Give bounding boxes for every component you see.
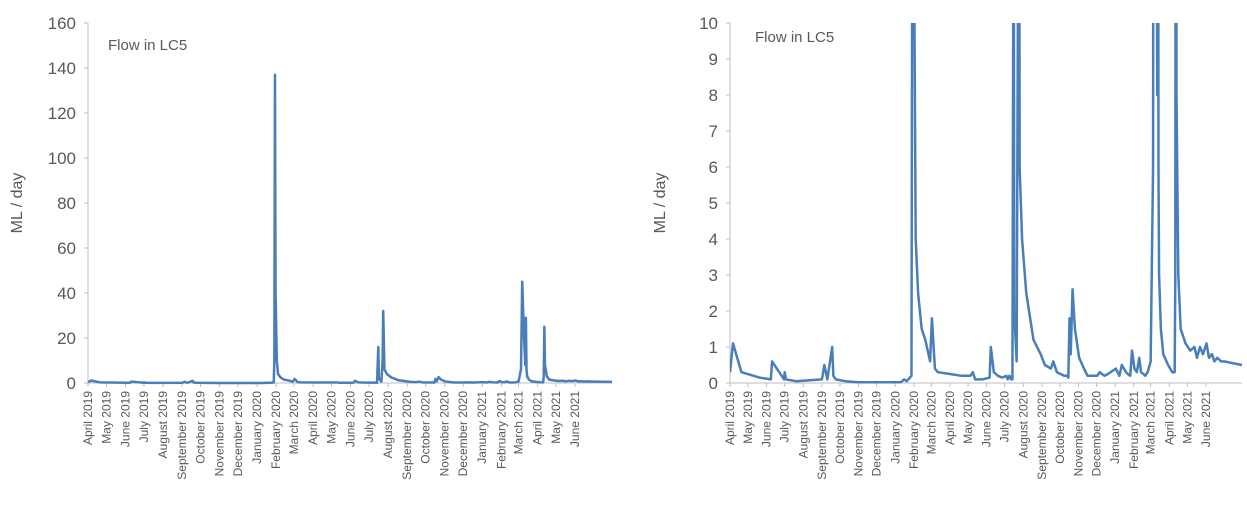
y-tick-label: 6 xyxy=(709,158,718,177)
x-tick-label: January 2020 xyxy=(250,391,264,464)
y-tick-label: 60 xyxy=(57,239,76,258)
x-tick-label: April 2020 xyxy=(943,391,957,445)
x-tick-label: October 2020 xyxy=(1053,391,1067,464)
y-tick-label: 2 xyxy=(709,302,718,321)
x-tick-label: March 2020 xyxy=(287,391,301,455)
y-tick-label: 0 xyxy=(67,374,76,393)
flow-chart-full-scale: 0 20 40 60 80 100 120 140 160 April 2019 May 2019… xyxy=(9,14,613,480)
x-tick-label: March 2021 xyxy=(512,391,526,455)
x-tick-label: July 2019 xyxy=(137,391,151,443)
y-tick-label: 140 xyxy=(48,59,76,78)
x-tick-label: May 2021 xyxy=(1180,391,1194,444)
x-tick-labels: April 2019 May 2019 June 2019 July 2019 Augu… xyxy=(723,391,1213,480)
y-tick-label: 8 xyxy=(709,86,718,105)
x-tick-label: November 2019 xyxy=(852,391,866,477)
x-tick-label: September 2019 xyxy=(175,391,189,480)
x-tick-label: April 2021 xyxy=(531,391,545,445)
x-tick-label: November 2019 xyxy=(213,391,227,477)
axes xyxy=(726,22,1242,387)
plot-area xyxy=(730,23,1242,384)
y-tick-label: 7 xyxy=(709,122,718,141)
y-tick-label: 3 xyxy=(709,266,718,285)
x-tick-label: May 2020 xyxy=(961,391,975,444)
y-tick-label: 20 xyxy=(57,329,76,348)
y-tick-label: 160 xyxy=(48,14,76,33)
x-tick-label: February 2021 xyxy=(494,391,508,469)
x-tick-label: September 2019 xyxy=(815,391,829,480)
x-tick-label: February 2020 xyxy=(269,391,283,469)
x-tick-label: December 2019 xyxy=(231,391,245,477)
x-tick-label: July 2020 xyxy=(998,391,1012,443)
x-tick-label: August 2020 xyxy=(381,391,395,459)
x-tick-labels: April 2019 May 2019 June 2019 July 2019 Augu… xyxy=(81,391,582,480)
x-tick-label: October 2020 xyxy=(419,391,433,464)
y-tick-label: 80 xyxy=(57,194,76,213)
y-tick-labels: 0 20 40 60 80 100 120 140 160 xyxy=(48,14,76,393)
x-tick-label: February 2021 xyxy=(1127,391,1141,469)
x-tick-label: January 2021 xyxy=(1108,391,1122,464)
x-tick-label: April 2019 xyxy=(81,391,95,445)
y-tick-label: 5 xyxy=(709,194,718,213)
y-tick-label: 120 xyxy=(48,104,76,123)
axes xyxy=(84,22,612,387)
x-tick-label: April 2021 xyxy=(1162,391,1176,445)
x-tick-label: June 2020 xyxy=(980,391,994,447)
y-tick-label: 100 xyxy=(48,149,76,168)
x-tick-label: June 2019 xyxy=(760,391,774,447)
x-tick-label: August 2019 xyxy=(156,391,170,459)
x-tick-label: October 2019 xyxy=(194,391,208,464)
chart-annotation: Flow in LC5 xyxy=(755,29,834,46)
y-tick-label: 4 xyxy=(709,230,718,249)
x-tick-label: April 2020 xyxy=(306,391,320,445)
x-tick-label: May 2019 xyxy=(99,391,113,444)
flow-chart-zoomed: 0 1 2 3 4 5 6 7 8 9 10 April 2019 May 2019 June 2019… xyxy=(652,14,1242,480)
x-tick-label: March 2021 xyxy=(1144,391,1158,455)
x-tick-label: March 2020 xyxy=(924,391,938,455)
y-axis-label: ML / day xyxy=(652,173,669,234)
y-tick-label: 9 xyxy=(709,50,718,69)
x-tick-label: July 2019 xyxy=(778,391,792,443)
x-tick-label: May 2019 xyxy=(741,391,755,444)
x-tick-label: February 2020 xyxy=(907,391,921,469)
x-tick-label: April 2019 xyxy=(723,391,737,445)
x-tick-label: May 2020 xyxy=(325,391,339,444)
x-tick-label: May 2021 xyxy=(549,391,563,444)
x-tick-label: September 2020 xyxy=(400,391,414,480)
x-tick-label: August 2020 xyxy=(1016,391,1030,459)
x-tick-label: July 2020 xyxy=(362,391,376,443)
flow-series-line xyxy=(87,73,613,385)
y-axis-label: ML / day xyxy=(9,173,26,234)
y-tick-label: 1 xyxy=(709,338,718,357)
x-tick-label: December 2020 xyxy=(1090,391,1104,477)
y-tick-label: 0 xyxy=(709,374,718,393)
x-tick-label: June 2021 xyxy=(1199,391,1213,447)
chart-annotation: Flow in LC5 xyxy=(108,37,187,54)
y-tick-label: 10 xyxy=(699,14,718,33)
x-tick-label: January 2020 xyxy=(888,391,902,464)
y-tick-labels: 0 1 2 3 4 5 6 7 8 9 10 xyxy=(699,14,718,393)
x-tick-label: November 2020 xyxy=(1072,391,1086,477)
x-tick-label: August 2019 xyxy=(796,391,810,459)
x-tick-label: June 2020 xyxy=(344,391,358,447)
x-tick-label: November 2020 xyxy=(438,391,452,477)
plot-area xyxy=(87,73,613,385)
x-tick-label: January 2021 xyxy=(475,391,489,464)
y-tick-label: 40 xyxy=(57,284,76,303)
x-tick-label: October 2019 xyxy=(833,391,847,464)
x-tick-label: December 2020 xyxy=(456,391,470,477)
x-tick-label: June 2021 xyxy=(568,391,582,447)
x-tick-label: September 2020 xyxy=(1035,391,1049,480)
x-tick-label: December 2019 xyxy=(870,391,884,477)
x-tick-label: June 2019 xyxy=(119,391,133,447)
flow-series-line xyxy=(730,23,1242,384)
